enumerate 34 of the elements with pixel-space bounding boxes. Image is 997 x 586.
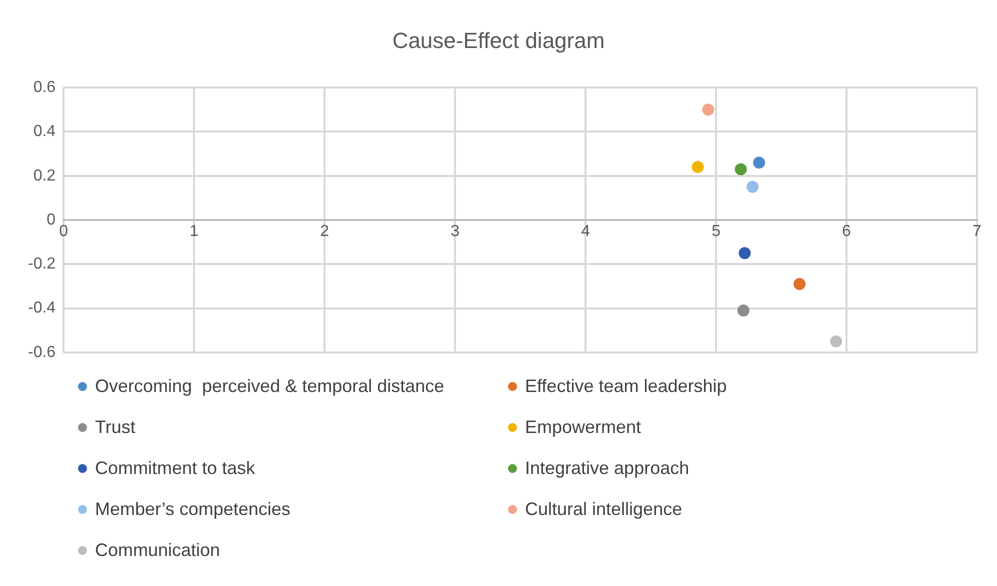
- legend-label: Overcoming perceived & temporal distance: [95, 376, 444, 397]
- point: [746, 180, 759, 193]
- x-tick-label: 3: [450, 223, 460, 240]
- legend-label: Commitment to task: [95, 458, 256, 479]
- legend-label: Cultural intelligence: [525, 499, 682, 520]
- legend-label: Empowerment: [525, 417, 642, 438]
- point: [734, 163, 747, 176]
- legend-label: Trust: [95, 417, 136, 438]
- y-tick-label: 0.2: [33, 167, 56, 184]
- legend-label: Member’s competencies: [95, 499, 290, 520]
- x-tick-label: 7: [972, 223, 982, 240]
- point: [753, 156, 766, 169]
- chart-title: Cause-Effect diagram: [391, 28, 606, 54]
- point: [737, 304, 750, 316]
- point: [692, 161, 704, 174]
- y-tick-label: 0.6: [33, 79, 56, 96]
- legend-label: Effective team leadership: [525, 376, 727, 397]
- y-tick-label: -0.4: [28, 300, 56, 317]
- point: [702, 104, 714, 116]
- x-tick-label: 6: [842, 223, 852, 240]
- x-tick-label: 2: [320, 223, 330, 240]
- point: [830, 335, 842, 348]
- y-tick-label: 0: [46, 211, 56, 228]
- legend-label: Communication: [95, 540, 220, 561]
- x-tick-label: 1: [190, 223, 199, 240]
- y-tick-label: 0.4: [33, 123, 56, 140]
- x-tick-label: 0: [59, 223, 68, 240]
- x-tick-label: 4: [581, 223, 590, 240]
- y-tick-label: -0.6: [28, 344, 56, 361]
- legend-label: Integrative approach: [525, 458, 690, 479]
- point: [738, 247, 751, 260]
- x-tick-label: 5: [712, 223, 721, 240]
- point: [794, 278, 806, 290]
- y-tick-label: -0.2: [28, 256, 56, 273]
